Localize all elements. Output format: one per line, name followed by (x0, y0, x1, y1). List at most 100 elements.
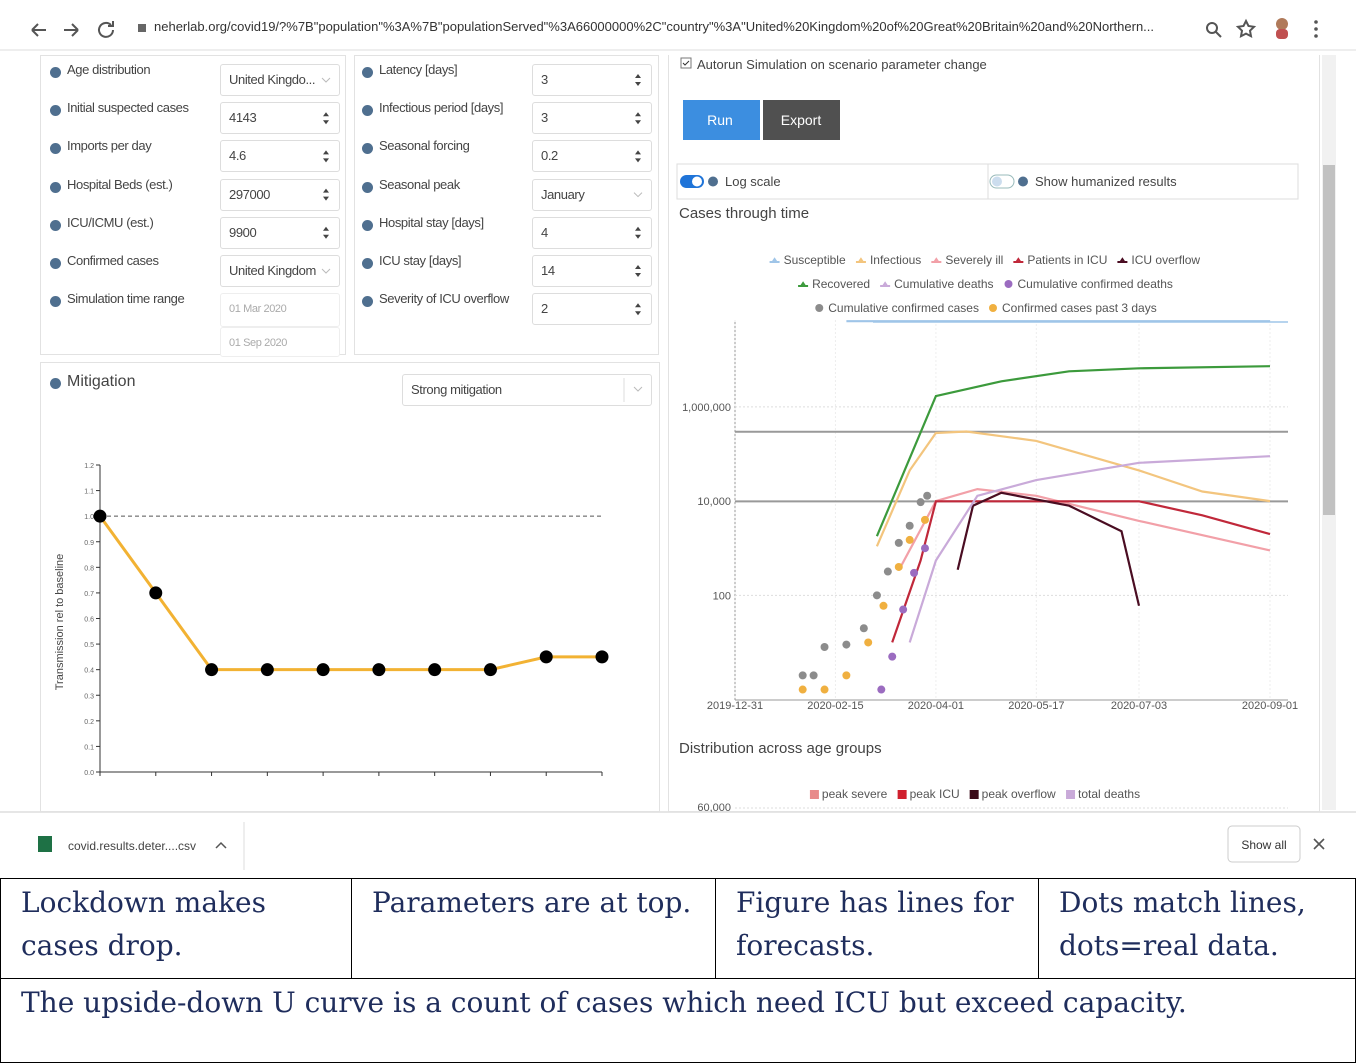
control-point (540, 650, 553, 663)
control-point (149, 586, 162, 599)
x-tick-label: 2020-04-01 (908, 700, 964, 712)
legend-marker (989, 304, 997, 312)
dropdown-chevron (322, 78, 330, 82)
legend-item: Susceptible (770, 253, 846, 267)
data-point (842, 671, 850, 679)
control-point (596, 650, 609, 663)
control-point (94, 510, 107, 523)
legend-label: Severely ill (945, 253, 1003, 267)
x-tick-label: 2020-05-17 (1008, 700, 1064, 712)
data-point (810, 671, 818, 679)
data-point (921, 544, 929, 552)
legend-label: Patients in ICU (1027, 253, 1107, 267)
control-point (428, 663, 441, 676)
legend-marker (1013, 259, 1023, 262)
data-point (906, 536, 914, 544)
data-point (895, 539, 903, 547)
legend-item: Patients in ICU (1013, 253, 1107, 267)
legend-item: total deaths (1066, 787, 1140, 801)
note-cell: Dots match lines, dots=real data. (1039, 879, 1356, 979)
control-point (372, 663, 385, 676)
legend-label: total deaths (1078, 787, 1140, 801)
y-tick-label: 0.4 (84, 668, 94, 675)
data-point (864, 638, 872, 646)
y-tick-label: 0.6 (84, 617, 94, 624)
legend-label: Infectious (870, 253, 921, 267)
legend-item: Severely ill (931, 253, 1003, 267)
legend-item: ICU overflow (1117, 253, 1200, 267)
legend-marker (810, 790, 819, 799)
data-point (877, 686, 885, 694)
dropdown-chevron (322, 269, 330, 273)
legend-label: Susceptible (784, 253, 846, 267)
legend-label: ICU overflow (1131, 253, 1200, 267)
y-tick-label: 0.1 (84, 744, 94, 751)
dropdown-chevron (634, 193, 642, 197)
legend-marker (970, 790, 979, 799)
y-tick-label: 1.1 (84, 489, 94, 496)
download-file[interactable]: covid.results.deter....csv (68, 839, 196, 853)
notes-table: Lockdown makes cases drop. Parameters ar… (0, 878, 1356, 1063)
legend-label: peak ICU (910, 787, 960, 801)
x-tick-label: 2019-12-31 (707, 700, 763, 712)
note-cell: Lockdown makes cases drop. (1, 879, 352, 979)
data-point (923, 492, 931, 500)
data-point (821, 643, 829, 651)
y-tick-label: 0.0 (84, 770, 94, 777)
legend-marker (798, 283, 808, 286)
y-tick-label: 10,000 (697, 496, 731, 508)
charts: 0.00.10.20.30.40.50.60.70.80.91.01.11.2T… (0, 0, 1356, 812)
legend-item: peak ICU (898, 787, 960, 801)
data-point (899, 606, 907, 614)
y-tick-label: 0.7 (84, 591, 94, 598)
age-legend: peak severe peak ICU peak overflow total de… (810, 787, 1140, 801)
control-point (205, 663, 218, 676)
legend-item: Confirmed cases past 3 days (989, 301, 1157, 315)
spinner (635, 74, 641, 86)
spinner (635, 112, 641, 124)
notes-row: Lockdown makes cases drop. Parameters ar… (1, 879, 1356, 979)
spinner (635, 265, 641, 277)
spinner (323, 189, 329, 201)
series-line (892, 501, 1270, 642)
page-body: Run Export Autorun Simulation on scenari… (0, 0, 1356, 1062)
legend-label: Cumulative deaths (894, 277, 993, 291)
data-point (873, 591, 881, 599)
data-point (879, 602, 887, 610)
legend-marker (856, 259, 866, 262)
spinner (323, 227, 329, 239)
download-bar (0, 812, 1356, 878)
spinner (635, 227, 641, 239)
notes-row: The upside-down U curve is a count of ca… (1, 979, 1356, 1063)
note-cell: Figure has lines for forecasts. (716, 879, 1039, 979)
control-point (484, 663, 497, 676)
legend-marker (931, 259, 941, 262)
y-tick-label: 0.9 (84, 540, 94, 547)
legend-label: peak overflow (982, 787, 1056, 801)
note-cell: Parameters are at top. (352, 879, 716, 979)
control-point (261, 663, 274, 676)
data-point (842, 641, 850, 649)
data-point (821, 686, 829, 694)
x-tick-label: 2020-09-01 (1242, 700, 1298, 712)
legend-label: peak severe (822, 787, 888, 801)
y-axis-label: Transmission rel to baseline (54, 554, 66, 691)
y-tick-label: 0.2 (84, 719, 94, 726)
note-cell: The upside-down U curve is a count of ca… (1, 979, 1356, 1063)
y-tick-label: 1.2 (84, 463, 94, 470)
legend-item: Cumulative deaths (880, 277, 993, 291)
data-point (799, 686, 807, 694)
y-tick-label: 60,000 (697, 802, 731, 812)
data-point (917, 498, 925, 506)
legend-marker (898, 790, 907, 799)
legend-item: Cumulative confirmed cases (815, 301, 979, 315)
legend-marker (880, 283, 890, 286)
legend-item: Cumulative confirmed deaths (1005, 277, 1173, 291)
page: Screenshot {"browser": {"url": "neherlab… (0, 0, 1356, 1062)
show-all-label[interactable]: Show all (1241, 838, 1286, 852)
data-point (884, 568, 892, 576)
y-tick-label: 1,000,000 (682, 402, 731, 414)
series-line (910, 456, 1270, 642)
spinner (635, 303, 641, 315)
control-point (317, 663, 330, 676)
